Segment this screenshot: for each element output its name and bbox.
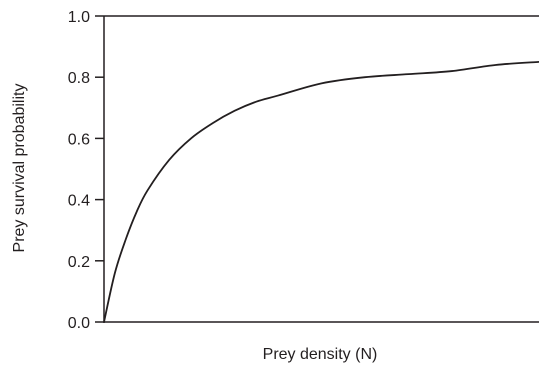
y-tick-label: 0.6 [68, 131, 90, 148]
series-line [103, 61, 539, 323]
series-layer [103, 61, 539, 323]
x-axis-label: Prey density (N) [263, 346, 378, 363]
y-ticks-layer: 0.0 0.2 0.4 0.6 0.8 1.0 [68, 9, 104, 332]
axes-layer [103, 15, 539, 323]
y-tick-label: 0.8 [68, 70, 90, 87]
y-tick-label: 0.4 [68, 193, 90, 210]
y-tick-label: 1.0 [68, 9, 90, 26]
y-tick-label: 0.0 [68, 315, 90, 332]
y-tick-label: 0.2 [68, 254, 90, 271]
y-axis-label: Prey survival probability [11, 84, 28, 253]
